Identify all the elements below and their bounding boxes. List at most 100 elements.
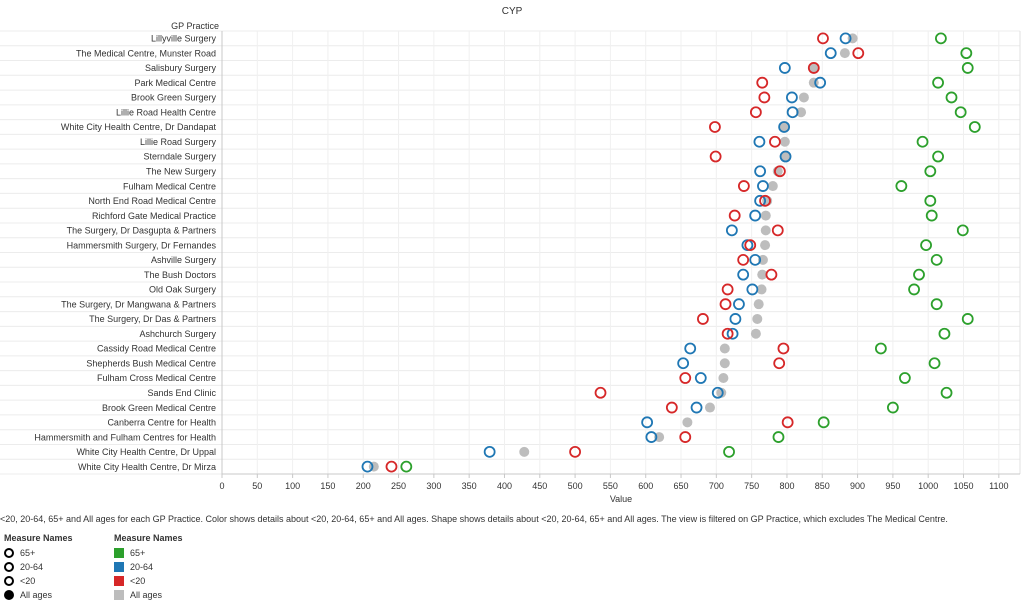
data-point xyxy=(760,225,771,236)
data-point xyxy=(569,445,581,458)
data-point xyxy=(796,107,807,118)
data-point xyxy=(956,224,969,237)
data-point xyxy=(779,121,790,132)
row-label: North End Road Medical Centre xyxy=(88,196,216,206)
data-point xyxy=(932,76,944,89)
data-point xyxy=(874,342,887,355)
data-point xyxy=(594,386,607,399)
data-point xyxy=(930,253,943,266)
data-point xyxy=(519,446,530,457)
x-tick-label: 800 xyxy=(779,481,794,491)
row-label: The Surgery, Dr Mangwana & Partners xyxy=(61,299,216,309)
x-tick-label: 550 xyxy=(603,481,618,491)
data-point xyxy=(679,431,692,443)
data-point xyxy=(711,386,724,399)
grid-layer xyxy=(0,30,1021,475)
data-point xyxy=(771,224,784,237)
row-label: White City Health Centre, Dr Mirza xyxy=(78,462,216,472)
filled-circle-icon xyxy=(4,590,14,600)
data-point xyxy=(753,135,766,148)
x-tick-label: 100 xyxy=(285,481,300,491)
data-point xyxy=(684,342,697,355)
data-point xyxy=(728,209,741,222)
data-point xyxy=(886,401,899,414)
data-point xyxy=(898,372,911,384)
x-axis-label: Value xyxy=(610,494,632,504)
row-label: Brook Green Surgery xyxy=(131,93,217,103)
color-swatch-icon xyxy=(114,590,124,600)
data-point xyxy=(754,194,767,207)
x-tick-label: 1050 xyxy=(953,481,973,491)
x-tick-label: 600 xyxy=(638,481,653,491)
x-tick-label: 250 xyxy=(391,481,406,491)
data-point xyxy=(729,313,742,325)
data-point xyxy=(772,431,785,443)
row-label: The Medical Centre, Munster Road xyxy=(76,48,216,58)
data-point xyxy=(779,150,792,163)
data-point xyxy=(968,121,981,133)
data-point xyxy=(930,298,943,311)
data-point xyxy=(749,209,762,222)
data-point xyxy=(726,327,739,340)
data-point xyxy=(807,62,820,74)
x-axis: 0 50 100 150 200 250 300 350 400 450 500 550 600 650 7… xyxy=(219,473,1020,491)
row-label: The New Surgery xyxy=(146,166,217,176)
shape-legend-label: All ages xyxy=(20,590,53,600)
row-label: The Surgery, Dr Dasgupta & Partners xyxy=(67,226,217,236)
row-label: The Bush Doctors xyxy=(144,270,217,280)
data-point xyxy=(483,445,496,458)
data-point xyxy=(697,313,709,325)
row-label: Fulham Medical Centre xyxy=(123,181,216,191)
row-label: Canberra Centre for Health xyxy=(107,418,216,428)
color-legend-title: Measure Names xyxy=(114,533,183,543)
row-label: Ashchurch Surgery xyxy=(139,329,216,339)
data-point xyxy=(758,91,771,104)
data-point xyxy=(945,91,958,104)
row-header: GP Practice xyxy=(171,21,219,31)
row-label: Hammersmith and Fulham Centres for Healt… xyxy=(34,432,216,442)
color-swatch-icon xyxy=(114,548,124,558)
x-tick-label: 0 xyxy=(219,481,224,491)
data-point xyxy=(756,284,767,295)
color-legend-item: 65+ xyxy=(114,546,183,560)
data-point xyxy=(645,431,658,443)
data-point xyxy=(704,402,715,413)
chart-title: CYP xyxy=(502,6,523,17)
data-point xyxy=(737,253,750,266)
data-point xyxy=(677,357,690,370)
row-label: Hammersmith Surgery, Dr Fernandes xyxy=(67,240,217,250)
data-point xyxy=(749,106,762,119)
row-label: Brook Green Medical Centre xyxy=(102,403,216,413)
shape-legend-label: 65+ xyxy=(20,548,36,558)
shape-legend-item: All ages xyxy=(4,588,73,602)
data-point xyxy=(765,268,778,281)
data-point xyxy=(961,62,974,74)
shape-legend-label: 20-64 xyxy=(20,562,44,572)
data-point xyxy=(779,151,790,162)
data-point xyxy=(961,313,974,325)
row-label: Lillie Road Health Centre xyxy=(116,107,216,117)
row-label: Sterndale Surgery xyxy=(143,152,216,162)
data-point xyxy=(932,150,944,163)
x-tick-label: 500 xyxy=(568,481,583,491)
shape-legend-item: 65+ xyxy=(4,546,73,560)
x-tick-label: 50 xyxy=(252,481,262,491)
data-point xyxy=(752,313,763,324)
data-point xyxy=(954,106,967,119)
data-point xyxy=(754,165,767,178)
data-point xyxy=(817,32,829,45)
x-tick-label: 750 xyxy=(744,481,759,491)
color-legend: Measure Names 65+ 20-64 <20 All ages xyxy=(114,533,183,602)
data-point xyxy=(690,401,703,414)
data-point xyxy=(925,209,938,222)
data-point xyxy=(924,165,937,178)
row-label: Park Medical Centre xyxy=(134,78,216,88)
shape-legend-item: 20-64 xyxy=(4,560,73,574)
shape-legend: Measure Names 65+ 20-64 <20 All ages xyxy=(4,533,73,602)
data-point xyxy=(798,92,809,103)
data-point xyxy=(665,401,678,414)
dot-plot-chart: CYP GP Practice Lillyville Surgery The Me… xyxy=(0,6,1021,504)
data-point xyxy=(913,268,925,281)
row-label: White City Health Centre, Dr Dandapat xyxy=(61,122,217,132)
data-point xyxy=(737,268,750,281)
